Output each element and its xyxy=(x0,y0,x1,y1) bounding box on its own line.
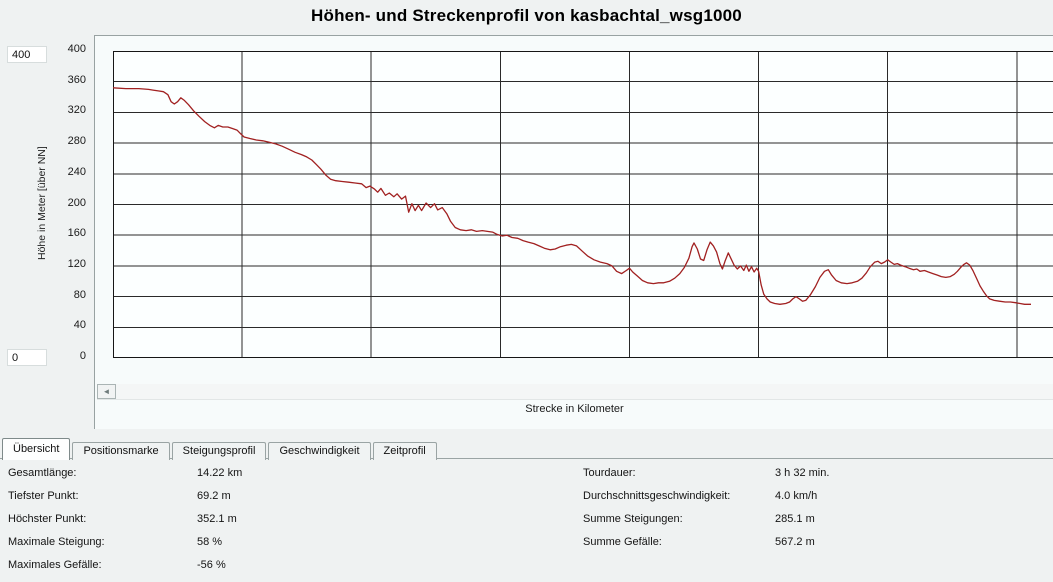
y-tick-label: 320 xyxy=(67,104,86,117)
stat-value: 285.1 m xyxy=(775,513,815,525)
y-tick-label: 240 xyxy=(67,165,86,178)
stat-value: 58 % xyxy=(197,536,223,548)
stat-value: 3 h 32 min. xyxy=(775,467,830,479)
stat-label: Durchschnittsgeschwindigkeit: xyxy=(583,490,731,502)
y-tick-label: 0 xyxy=(79,350,86,362)
tab-zeitprofil[interactable]: Zeitprofil xyxy=(372,442,437,460)
stat-label: Summe Steigungen: xyxy=(583,513,683,525)
y-tick-label: 360 xyxy=(67,73,86,86)
y-tick-label: 120 xyxy=(67,257,86,270)
tab-bar: Übersicht Positionsmarke Steigungsprofil Ge… xyxy=(2,438,1053,460)
stat-value: 352.1 m xyxy=(197,513,237,525)
y-tick-label: 400 xyxy=(67,43,86,55)
y-tick-label: 40 xyxy=(73,319,86,332)
chart-panel: ◄ Strecke in Kilometer xyxy=(94,35,1053,429)
stat-label: Maximales Gefälle: xyxy=(8,559,102,571)
tab-steigungsprofil[interactable]: Steigungsprofil xyxy=(171,442,267,460)
stat-value: -56 % xyxy=(197,559,226,571)
stat-label: Höchster Punkt: xyxy=(8,513,87,525)
stat-label: Gesamtlänge: xyxy=(8,467,77,479)
stat-value: 14.22 km xyxy=(197,467,243,479)
stat-label: Maximale Steigung: xyxy=(8,536,105,548)
scrollbar-track[interactable] xyxy=(116,384,1053,399)
y-tick-label: 280 xyxy=(67,135,86,148)
elevation-plot-area[interactable] xyxy=(113,51,1053,358)
stat-value: 567.2 m xyxy=(775,536,815,548)
tab-geschwindigkeit[interactable]: Geschwindigkeit xyxy=(268,442,371,460)
stat-value: 4.0 km/h xyxy=(775,490,818,502)
tab-uebersicht[interactable]: Übersicht xyxy=(2,438,71,460)
y-tick-label: 80 xyxy=(73,288,86,301)
tab-strip-underline xyxy=(0,458,1053,459)
horizontal-scrollbar[interactable]: ◄ xyxy=(97,384,1053,400)
y-min-input[interactable] xyxy=(7,349,47,366)
y-tick-label: 200 xyxy=(67,196,86,209)
stat-label: Tiefster Punkt: xyxy=(8,490,79,502)
stat-label: Tourdauer: xyxy=(583,467,636,479)
page-title: Höhen- und Streckenprofil von kasbachtal… xyxy=(311,6,742,25)
y-max-input[interactable] xyxy=(7,46,47,63)
tab-positionsmarke[interactable]: Positionsmarke xyxy=(72,442,170,460)
scroll-left-button[interactable]: ◄ xyxy=(97,384,116,399)
stat-value: 69.2 m xyxy=(197,490,231,502)
y-tick-label: 160 xyxy=(67,227,86,240)
x-axis-title: Strecke in Kilometer xyxy=(525,403,624,415)
stat-label: Summe Gefälle: xyxy=(583,536,662,548)
elevation-profile-svg xyxy=(113,51,1053,358)
